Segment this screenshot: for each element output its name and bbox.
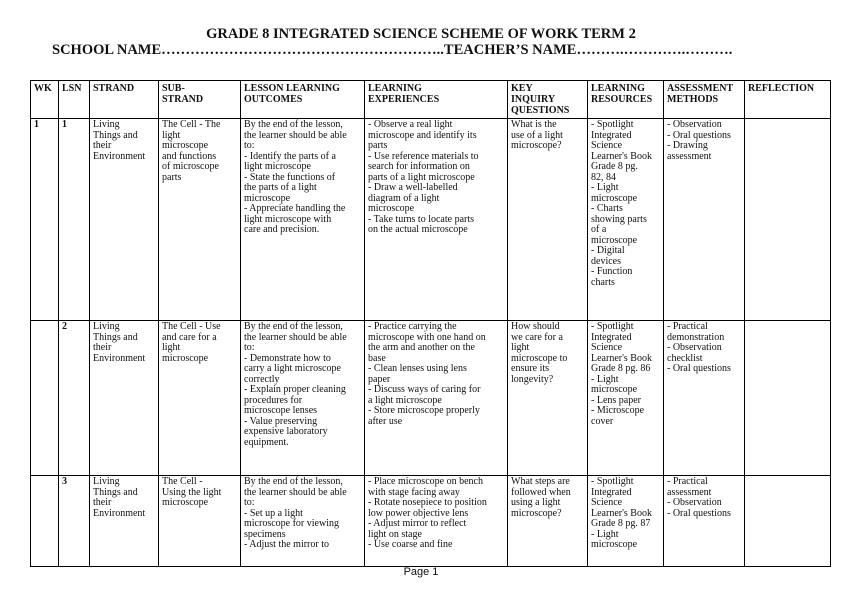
cell-resources: - Spotlight Integrated Science Learner's… — [587, 118, 664, 321]
header-reflection: REFLECTION — [744, 80, 831, 119]
cell-inquiry: What is the use of a light microscope? — [507, 118, 588, 321]
table-row: 3 Living Things and their Environment Th… — [30, 475, 831, 567]
header-wk: WK — [30, 80, 59, 119]
cell-sub-strand: The Cell - The light microscope and func… — [158, 118, 241, 321]
header-row: WK LSN STRAND SUB- STRAND LESSON LEARNIN… — [30, 80, 831, 119]
header-outcomes: LESSON LEARNING OUTCOMES — [240, 80, 365, 119]
cell-experiences: - Practice carrying the microscope with … — [364, 320, 508, 476]
school-teacher-line: SCHOOL NAME…………………………………………………..TEACHER’… — [52, 42, 733, 58]
document-title: GRADE 8 INTEGRATED SCIENCE SCHEME OF WOR… — [206, 26, 636, 42]
table-row: 2 Living Things and their Environment Th… — [30, 320, 831, 476]
cell-reflection — [744, 118, 831, 321]
cell-sub-strand: The Cell - Use and care for a light micr… — [158, 320, 241, 476]
cell-strand: Living Things and their Environment — [89, 475, 159, 567]
cell-strand: Living Things and their Environment — [89, 118, 159, 321]
cell-reflection — [744, 320, 831, 476]
table-row: 1 1 Living Things and their Environment … — [30, 118, 831, 321]
header-experiences: LEARNING EXPERIENCES — [364, 80, 508, 119]
cell-resources: - Spotlight Integrated Science Learner's… — [587, 475, 664, 567]
cell-wk: 1 — [30, 118, 59, 321]
cell-reflection — [744, 475, 831, 567]
header-inquiry: KEY INQUIRY QUESTIONS — [507, 80, 588, 119]
cell-resources: - Spotlight Integrated Science Learner's… — [587, 320, 664, 476]
cell-assessment: - Practical assessment - Observation - O… — [663, 475, 745, 567]
page-number: Page 1 — [403, 566, 439, 578]
cell-experiences: - Place microscope on bench with stage f… — [364, 475, 508, 567]
cell-assessment: - Observation - Oral questions - Drawing… — [663, 118, 745, 321]
cell-lsn: 3 — [58, 475, 90, 567]
cell-strand: Living Things and their Environment — [89, 320, 159, 476]
cell-wk — [30, 475, 59, 567]
header-resources: LEARNING RESOURCES — [587, 80, 664, 119]
cell-inquiry: How should we care for a light microscop… — [507, 320, 588, 476]
scheme-of-work-table: WK LSN STRAND SUB- STRAND LESSON LEARNIN… — [30, 80, 831, 567]
header-strand: STRAND — [89, 80, 159, 119]
cell-assessment: - Practical demonstration - Observation … — [663, 320, 745, 476]
cell-experiences: - Observe a real light microscope and id… — [364, 118, 508, 321]
cell-wk — [30, 320, 59, 476]
header-sub-strand: SUB- STRAND — [158, 80, 241, 119]
cell-inquiry: What steps are followed when using a lig… — [507, 475, 588, 567]
cell-outcomes: By the end of the lesson, the learner sh… — [240, 118, 365, 321]
cell-lsn: 1 — [58, 118, 90, 321]
cell-outcomes: By the end of the lesson, the learner sh… — [240, 475, 365, 567]
header-assessment: ASSESSMENT METHODS — [663, 80, 745, 119]
header-lsn: LSN — [58, 80, 90, 119]
cell-outcomes: By the end of the lesson, the learner sh… — [240, 320, 365, 476]
cell-sub-strand: The Cell - Using the light microscope — [158, 475, 241, 567]
cell-lsn: 2 — [58, 320, 90, 476]
